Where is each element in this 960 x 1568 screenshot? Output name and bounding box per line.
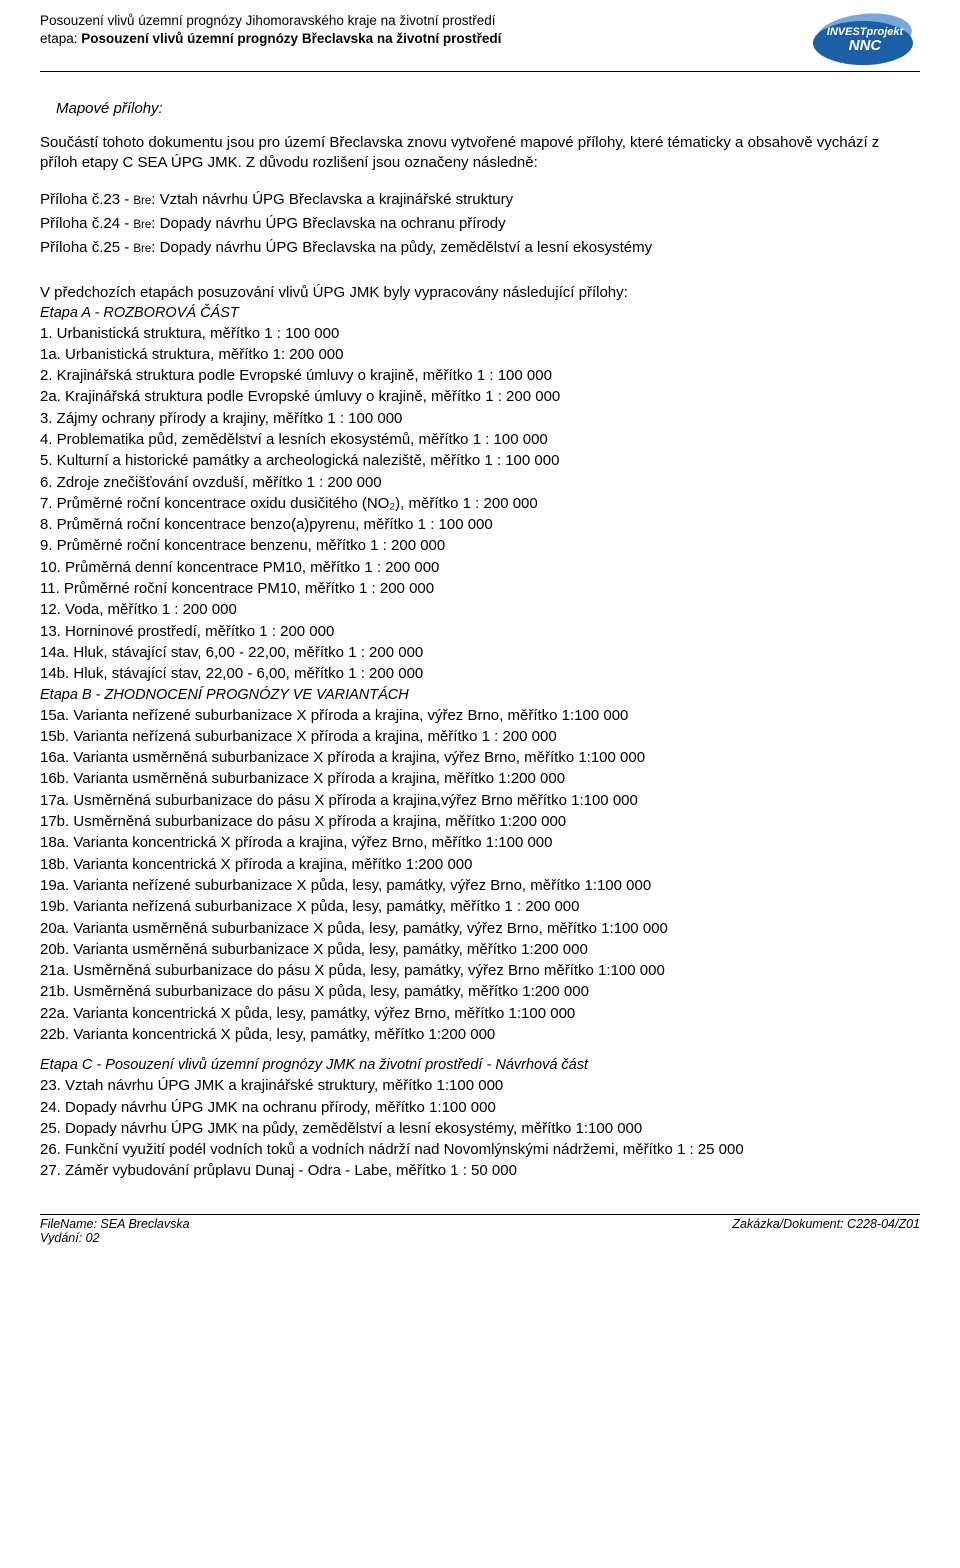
etapa-bold: Posouzení vlivů územní prognózy Břeclavs… — [81, 31, 501, 46]
list-item: 19b. Varianta neřízená suburbanizace X p… — [40, 896, 920, 917]
list-item: 19a. Varianta neřízené suburbanizace X p… — [40, 875, 920, 896]
list-item: 4. Problematika půd, zemědělství a lesní… — [40, 429, 920, 450]
list-item: 6. Zdroje znečišťování ovzduší, měřítko … — [40, 472, 920, 493]
etapa-c-list: 23. Vztah návrhu ÚPG JMK a krajinářské s… — [40, 1075, 920, 1181]
list-item: 12. Voda, měřítko 1 : 200 000 — [40, 599, 920, 620]
list-item: 15b. Varianta neřízená suburbanizace X p… — [40, 726, 920, 747]
document-page: Posouzení vlivů územní prognózy Jihomora… — [0, 0, 960, 1285]
list-item: 5. Kulturní a historické památky a arche… — [40, 450, 920, 471]
list-item: 17b. Usměrněná suburbanizace do pásu X p… — [40, 811, 920, 832]
document-header: Posouzení vlivů územní prognózy Jihomora… — [40, 12, 920, 72]
etapa-a-title: Etapa A - ROZBOROVÁ ČÁST — [40, 305, 920, 321]
list-item: 27. Záměr vybudování průplavu Dunaj - Od… — [40, 1160, 920, 1181]
list-item: 10. Průměrná denní koncentrace PM10, měř… — [40, 557, 920, 578]
list-item: 21b. Usměrněná suburbanizace do pásu X p… — [40, 981, 920, 1002]
list-item: 22b. Varianta koncentrická X půda, lesy,… — [40, 1024, 920, 1045]
etapa-a-list: 1. Urbanistická struktura, měřítko 1 : 1… — [40, 323, 920, 685]
document-footer: FileName: SEA Breclavska Zakázka/Dokumen… — [40, 1214, 920, 1231]
sub-intro: V předchozích etapách posuzování vlivů Ú… — [40, 282, 920, 303]
header-line-2: etapa: Posouzení vlivů územní prognózy B… — [40, 30, 501, 48]
header-text-block: Posouzení vlivů územní prognózy Jihomora… — [40, 12, 501, 48]
header-line-1: Posouzení vlivů územní prognózy Jihomora… — [40, 12, 501, 30]
etapa-label: etapa: — [40, 31, 81, 46]
list-item: 13. Horninové prostředí, měřítko 1 : 200… — [40, 621, 920, 642]
list-item: 2a. Krajinářská struktura podle Evropské… — [40, 386, 920, 407]
footer-cutoff: Vydání: 02 — [40, 1231, 920, 1245]
footer-right: Zakázka/Dokument: C228-04/Z01 — [732, 1217, 920, 1231]
list-item: 3. Zájmy ochrany přírody a krajiny, měří… — [40, 408, 920, 429]
list-item: 14a. Hluk, stávající stav, 6,00 - 22,00,… — [40, 642, 920, 663]
list-item: 8. Průměrná roční koncentrace benzo(a)py… — [40, 514, 920, 535]
priloha-line: Příloha č.24 - Bre: Dopady návrhu ÚPG Bř… — [40, 212, 920, 236]
list-item: 2. Krajinářská struktura podle Evropské … — [40, 365, 920, 386]
priloha-line: Příloha č.23 - Bre: Vztah návrhu ÚPG Bře… — [40, 188, 920, 212]
priloha-line: Příloha č.25 - Bre: Dopady návrhu ÚPG Bř… — [40, 236, 920, 260]
list-item: 1. Urbanistická struktura, měřítko 1 : 1… — [40, 323, 920, 344]
list-item: 20a. Varianta usměrněná suburbanizace X … — [40, 918, 920, 939]
intro-paragraph: Součástí tohoto dokumentu jsou pro území… — [40, 133, 920, 174]
list-item: 23. Vztah návrhu ÚPG JMK a krajinářské s… — [40, 1075, 920, 1096]
priloha-block: Příloha č.23 - Bre: Vztah návrhu ÚPG Bře… — [40, 188, 920, 260]
list-item: 26. Funkční využití podél vodních toků a… — [40, 1139, 920, 1160]
list-item: 1a. Urbanistická struktura, měřítko 1: 2… — [40, 344, 920, 365]
company-logo: INVESTprojekt NNC — [810, 12, 920, 67]
footer-left: FileName: SEA Breclavska — [40, 1217, 190, 1231]
list-item: 14b. Hluk, stávající stav, 22,00 - 6,00,… — [40, 663, 920, 684]
etapa-b-list: 15a. Varianta neřízené suburbanizace X p… — [40, 705, 920, 1046]
list-item: 24. Dopady návrhu ÚPG JMK na ochranu pří… — [40, 1097, 920, 1118]
etapa-b-title: Etapa B - ZHODNOCENÍ PROGNÓZY VE VARIANT… — [40, 687, 920, 703]
list-item: 18b. Varianta koncentrická X příroda a k… — [40, 854, 920, 875]
logo-text: INVESTprojekt NNC — [810, 26, 920, 55]
list-item: 18a. Varianta koncentrická X příroda a k… — [40, 832, 920, 853]
list-item: 15a. Varianta neřízené suburbanizace X p… — [40, 705, 920, 726]
list-item: 17a. Usměrněná suburbanizace do pásu X p… — [40, 790, 920, 811]
list-item: 16b. Varianta usměrněná suburbanizace X … — [40, 768, 920, 789]
list-item: 16a. Varianta usměrněná suburbanizace X … — [40, 747, 920, 768]
section-title: Mapové přílohy: — [56, 100, 920, 117]
list-item: 25. Dopady návrhu ÚPG JMK na půdy, zeměd… — [40, 1118, 920, 1139]
list-item: 22a. Varianta koncentrická X půda, lesy,… — [40, 1003, 920, 1024]
logo-line-2: NNC — [810, 38, 920, 55]
etapa-c-title: Etapa C - Posouzení vlivů územní prognóz… — [40, 1057, 920, 1073]
list-item: 9. Průměrné roční koncentrace benzenu, m… — [40, 535, 920, 556]
list-item: 20b. Varianta usměrněná suburbanizace X … — [40, 939, 920, 960]
list-item: 11. Průměrné roční koncentrace PM10, měř… — [40, 578, 920, 599]
list-item: 7. Průměrné roční koncentrace oxidu dusi… — [40, 493, 920, 514]
list-item: 21a. Usměrněná suburbanizace do pásu X p… — [40, 960, 920, 981]
